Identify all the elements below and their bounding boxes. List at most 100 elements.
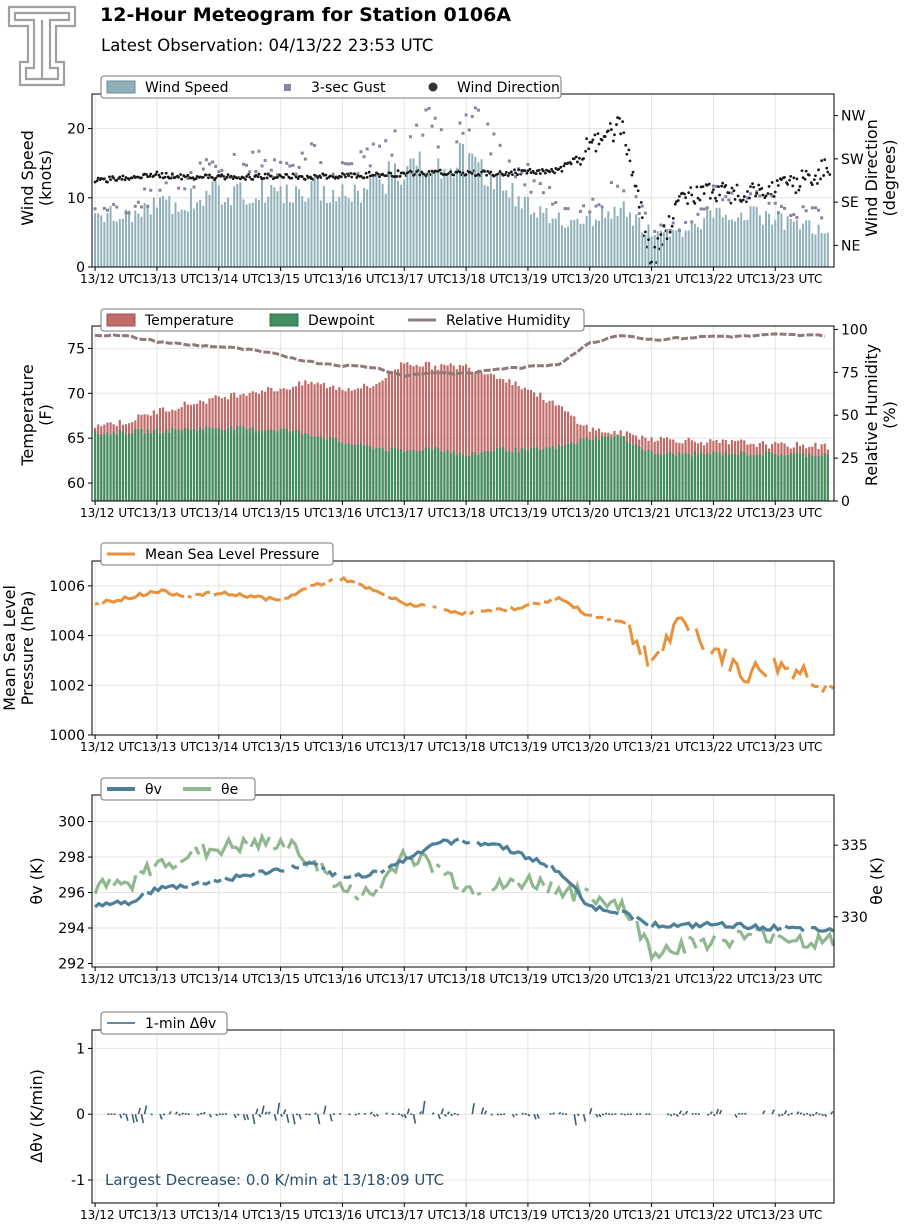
mslp-line-segment [101, 588, 185, 605]
wind-direction-point [208, 173, 211, 177]
dtheta-trace [737, 1112, 741, 1115]
y-tick-label: 1004 [49, 629, 85, 645]
x-tick-label: 13/17 UTC [389, 972, 451, 986]
gust-point [149, 188, 153, 192]
wind-direction-point [148, 175, 152, 178]
x-tick-label: 13/19 UTC [513, 740, 575, 754]
wind-direction-point [158, 175, 162, 179]
gust-point [365, 147, 369, 151]
wind-direction-point [795, 177, 799, 181]
wind-direction-point [214, 176, 218, 180]
theta-v-line-segment [476, 840, 549, 869]
y-tick-label: 60 [67, 476, 85, 492]
theta-e-line-segment [319, 862, 330, 876]
wind-direction-point [776, 184, 780, 187]
wind-direction-point [537, 168, 541, 172]
x-tick-label: 13/17 UTC [389, 506, 451, 520]
wind-direction-point [650, 260, 653, 264]
gust-point [690, 220, 694, 224]
gust-point [755, 190, 759, 194]
dtheta-trace [264, 1111, 268, 1115]
gust-point [770, 194, 774, 198]
dtheta-trace [372, 1113, 376, 1118]
gust-point [384, 139, 388, 143]
x-tick-label: 13/13 UTC [142, 272, 204, 286]
wind-direction-point [112, 176, 116, 180]
dtheta-trace [588, 1107, 593, 1115]
wind-direction-point [773, 190, 777, 194]
wind-direction-point [780, 178, 783, 182]
y-tick-label: 65 [67, 431, 85, 447]
theta-v-line-segment [550, 864, 619, 916]
gust-point [300, 151, 304, 155]
dtheta-trace [669, 1113, 673, 1117]
wind-direction-point [560, 169, 564, 173]
y2-axis-label: θe (K) [867, 857, 886, 905]
wind-direction-point [752, 185, 756, 189]
wind-direction-point [591, 138, 595, 142]
wind-direction-point [170, 172, 174, 176]
gust-point [591, 197, 595, 201]
mslp-line-segment [650, 650, 661, 662]
wind-direction-point [608, 122, 612, 125]
gust-point [783, 206, 787, 210]
wind-direction-point [696, 196, 700, 200]
gust-point [105, 208, 109, 212]
mslp-line-segment [443, 608, 467, 616]
dtheta-trace [678, 1110, 682, 1115]
theta-v-line-segment [461, 839, 470, 845]
y-tick-label: 0 [76, 260, 85, 276]
x-tick-label: 13/22 UTC [698, 972, 760, 986]
wind-direction-point [817, 168, 820, 172]
wind-direction-point [121, 174, 125, 178]
gust-point [177, 186, 181, 190]
gust-point [232, 152, 236, 156]
wind-direction-point [557, 167, 561, 171]
gust-point [597, 203, 601, 207]
wind-direction-point [483, 169, 487, 173]
wind-direction-point [525, 171, 529, 175]
x-tick-label: 13/14 UTC [204, 272, 266, 286]
wind-direction-point [656, 236, 660, 240]
gust-point [600, 205, 604, 209]
dtheta-trace [279, 1113, 284, 1118]
y-tick-label: 294 [58, 921, 85, 937]
wind-direction-point [231, 177, 235, 181]
wind-direction-point [575, 160, 579, 164]
mslp-line-segment [728, 656, 768, 684]
dtheta-trace [196, 1113, 200, 1117]
gust-point [356, 172, 360, 176]
mslp-line-segment [828, 684, 835, 690]
dtheta-trace [623, 1113, 626, 1116]
wind-direction-point [359, 174, 363, 178]
wind-direction-point [671, 216, 675, 220]
legend-swatch [106, 80, 136, 94]
gust-point [548, 185, 552, 189]
wind-direction-point [96, 176, 100, 180]
gust-point [390, 153, 394, 157]
gust-point [254, 170, 258, 174]
gust-point [489, 152, 493, 156]
gust-point [792, 213, 796, 217]
legend-swatch [269, 313, 299, 327]
wind-direction-point [665, 237, 669, 241]
gust-point [461, 131, 465, 135]
wind-direction-point [503, 173, 507, 177]
gust-point [310, 142, 314, 146]
x-tick-label: 13/18 UTC [451, 972, 513, 986]
gust-point [520, 171, 524, 175]
wind-direction-point [316, 176, 320, 179]
legend-label: Relative Humidity [446, 313, 570, 329]
dtheta-trace [168, 1110, 172, 1115]
gust-point [201, 167, 205, 171]
wind-direction-point [698, 198, 702, 202]
wind-direction-point [269, 174, 273, 178]
dtheta-trace [811, 1113, 815, 1117]
x-tick-label: 13/14 UTC [204, 1208, 266, 1222]
x-tick-label: 13/23 UTC [760, 272, 822, 286]
wind-direction-point [683, 192, 686, 196]
dtheta-trace [814, 1111, 818, 1115]
mslp-line-segment [432, 605, 437, 609]
gust-point [696, 212, 700, 216]
dtheta-trace [552, 1112, 556, 1115]
